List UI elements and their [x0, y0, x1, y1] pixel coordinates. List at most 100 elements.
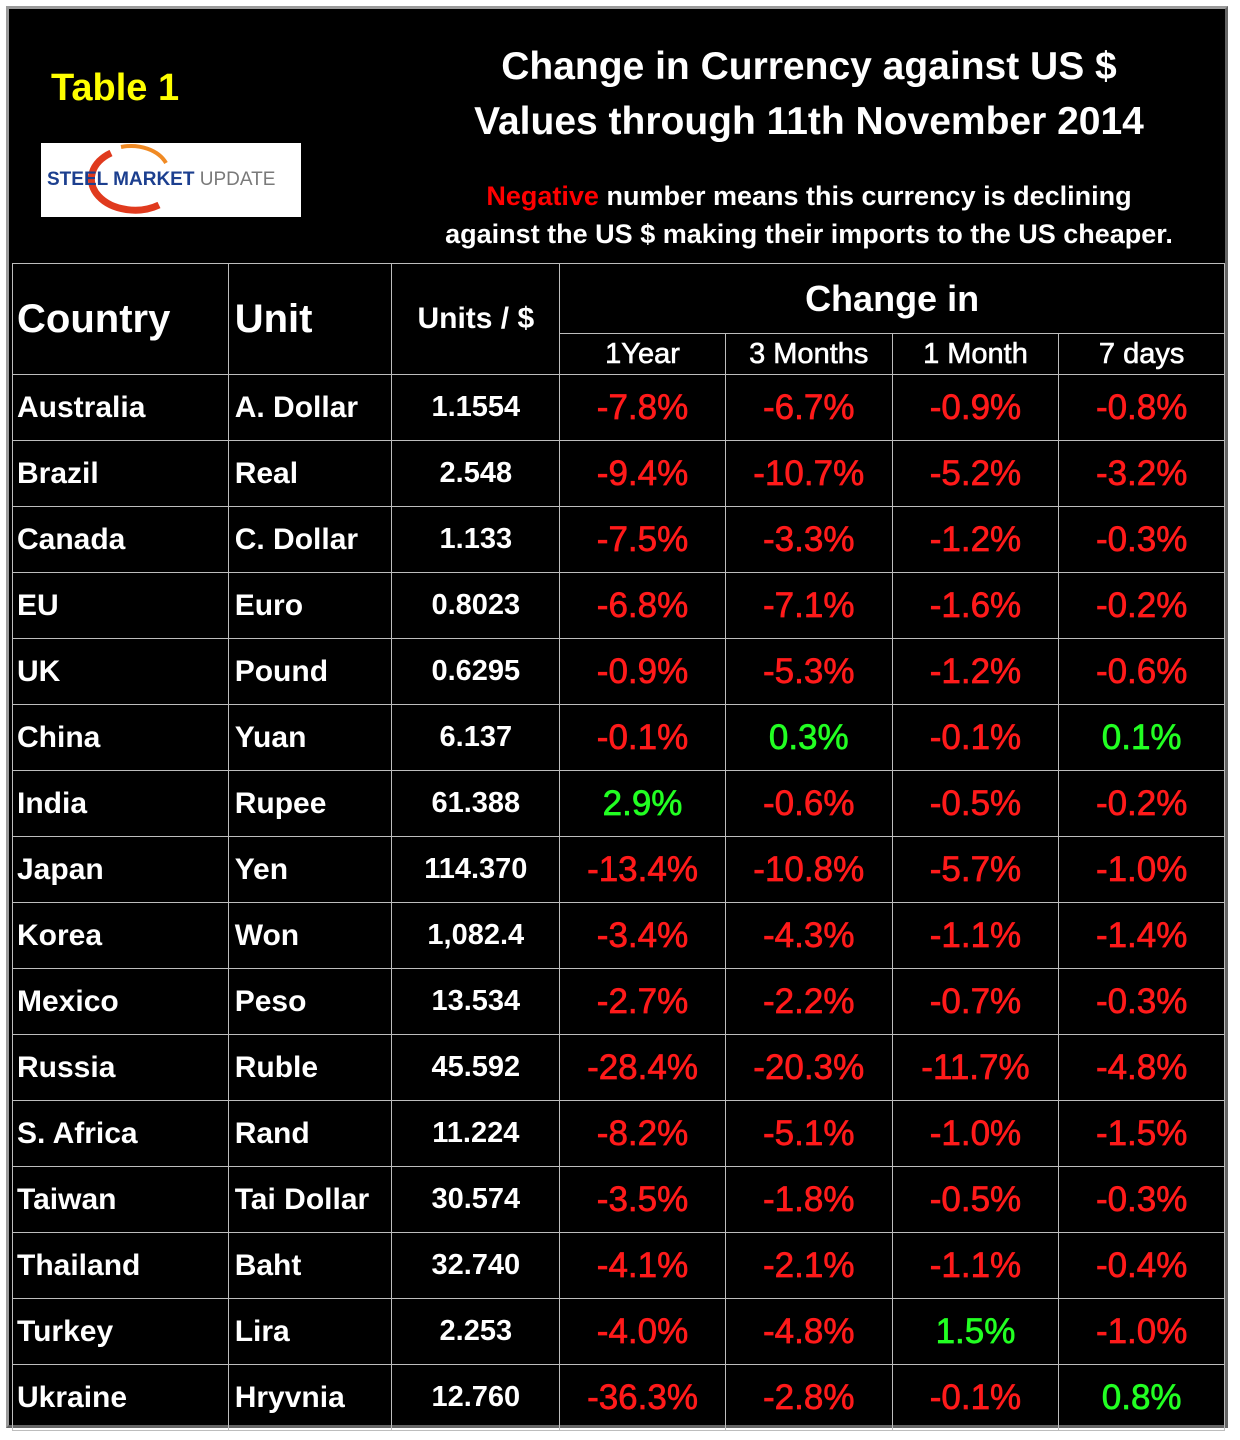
note-line: against the US $ making their imports to… [445, 219, 1173, 249]
country-cell: Ukraine [12, 1364, 229, 1431]
change-cell: -6.7% [724, 374, 893, 441]
rate-cell: 45.592 [391, 1034, 561, 1101]
change-cell: 2.9% [559, 770, 726, 837]
change-cell: -2.1% [724, 1232, 893, 1299]
table-row: Thailand Baht 32.740 -4.1% -2.1% -1.1% -0.4% [12, 1232, 1225, 1299]
logo-steel: STEEL [47, 169, 108, 190]
change-cell: -3.4% [559, 902, 726, 969]
unit-cell: C. Dollar [227, 506, 393, 573]
table-body: Australia A. Dollar 1.1554 -7.8% -6.7% -0.9% -… [12, 374, 1225, 1431]
country-cell: Taiwan [12, 1166, 229, 1233]
table-row: Canada C. Dollar 1.133 -7.5% -3.3% -1.2% -0.3% [12, 506, 1225, 573]
column-header: Units / $ [391, 263, 561, 375]
rate-cell: 12.760 [391, 1364, 561, 1431]
change-cell: 1.5% [891, 1298, 1060, 1365]
country-cell: Korea [12, 902, 229, 969]
subheader-row: 1Year 3 Months 1 Month 7 days [13, 333, 1225, 375]
logo-text: STEEL MARKET UPDATE [47, 169, 275, 191]
change-cell: -0.1% [891, 1364, 1060, 1431]
rate-cell: 61.388 [391, 770, 561, 837]
change-cell: -3.2% [1058, 440, 1225, 507]
change-cell: -0.2% [1058, 572, 1225, 639]
group-header: Change in [559, 263, 1225, 334]
change-cell: -1.1% [891, 902, 1060, 969]
table-row: Brazil Real 2.548 -9.4% -10.7% -5.2% -3.2% [12, 440, 1225, 507]
rate-cell: 13.534 [391, 968, 561, 1035]
column-header: Country [12, 263, 229, 375]
table-frame: Table 1 STEEL MARKET UPDATE Change in Cu… [6, 6, 1229, 1431]
country-cell: Russia [12, 1034, 229, 1101]
unit-cell: Yuan [227, 704, 393, 771]
rate-cell: 6.137 [391, 704, 561, 771]
change-cell: -4.8% [1058, 1034, 1225, 1101]
change-cell: -0.3% [1058, 968, 1225, 1035]
country-cell: UK [12, 638, 229, 705]
change-cell: -7.8% [559, 374, 726, 441]
table-row: China Yuan 6.137 -0.1% 0.3% -0.1% 0.1% [12, 704, 1225, 771]
change-cell: -0.1% [891, 704, 1060, 771]
change-cell: -3.3% [724, 506, 893, 573]
unit-cell: Pound [227, 638, 393, 705]
title-line: Values through 11th November 2014 [474, 100, 1144, 143]
note: Negative number means this currency is d… [389, 177, 1229, 253]
change-cell: -1.0% [1058, 1298, 1225, 1365]
note-line: Negative number means this currency is d… [389, 177, 1229, 215]
unit-cell: Baht [227, 1232, 393, 1299]
change-cell: -1.4% [1058, 902, 1225, 969]
change-cell: -10.8% [724, 836, 893, 903]
country-cell: Turkey [12, 1298, 229, 1365]
change-cell: -4.8% [724, 1298, 893, 1365]
change-cell: -1.2% [891, 506, 1060, 573]
change-cell: -7.1% [724, 572, 893, 639]
country-cell: Brazil [12, 440, 229, 507]
rate-cell: 32.740 [391, 1232, 561, 1299]
unit-cell: A. Dollar [227, 374, 393, 441]
table-row: Taiwan Tai Dollar 30.574 -3.5% -1.8% -0.5% -0.… [12, 1166, 1225, 1233]
table-row: Korea Won 1,082.4 -3.4% -4.3% -1.1% -1.4% [12, 902, 1225, 969]
change-cell: -3.5% [559, 1166, 726, 1233]
header-row: Country Unit Units / $ Change in [12, 263, 1225, 375]
change-cell: -4.0% [559, 1298, 726, 1365]
table-row: Ukraine Hryvnia 12.760 -36.3% -2.8% -0.1% 0.8% [12, 1364, 1225, 1431]
change-cell: -0.6% [724, 770, 893, 837]
change-cell: -0.4% [1058, 1232, 1225, 1299]
change-cell: -36.3% [559, 1364, 726, 1431]
table-row: EU Euro 0.8023 -6.8% -7.1% -1.6% -0.2% [12, 572, 1225, 639]
column-header: Unit [227, 263, 393, 375]
change-cell: -1.0% [891, 1100, 1060, 1167]
rate-cell: 1,082.4 [391, 902, 561, 969]
country-cell: Canada [12, 506, 229, 573]
note-text: number means this currency is declining [606, 181, 1132, 211]
table-row: S. Africa Rand 11.224 -8.2% -5.1% -1.0% -1.5% [12, 1100, 1225, 1167]
change-cell: -10.7% [724, 440, 893, 507]
change-cell: -1.6% [891, 572, 1060, 639]
table-label: Table 1 [51, 67, 180, 109]
change-cell: -0.2% [1058, 770, 1225, 837]
change-cell: -0.7% [891, 968, 1060, 1035]
change-cell: -20.3% [724, 1034, 893, 1101]
change-cell: -2.2% [724, 968, 893, 1035]
change-cell: -0.5% [891, 770, 1060, 837]
country-cell: Thailand [12, 1232, 229, 1299]
country-cell: EU [12, 572, 229, 639]
change-cell: 0.3% [724, 704, 893, 771]
rate-cell: 11.224 [391, 1100, 561, 1167]
change-cell: -0.5% [891, 1166, 1060, 1233]
country-cell: Australia [12, 374, 229, 441]
change-cell: -1.1% [891, 1232, 1060, 1299]
table-head: Country Unit Units / $ Change in 1Year 3 … [12, 263, 1225, 375]
unit-cell: Tai Dollar [227, 1166, 393, 1233]
change-cell: -8.2% [559, 1100, 726, 1167]
change-cell: -28.4% [559, 1034, 726, 1101]
country-cell: China [12, 704, 229, 771]
logo-market: MARKET [113, 169, 195, 190]
change-cell: -1.0% [1058, 836, 1225, 903]
change-cell: -2.7% [559, 968, 726, 1035]
rate-cell: 1.133 [391, 506, 561, 573]
change-cell: -1.5% [1058, 1100, 1225, 1167]
change-cell: -5.7% [891, 836, 1060, 903]
change-cell: -4.1% [559, 1232, 726, 1299]
table-row: India Rupee 61.388 2.9% -0.6% -0.5% -0.2% [12, 770, 1225, 837]
change-cell: 0.8% [1058, 1364, 1225, 1431]
swoosh-arc [87, 149, 161, 214]
